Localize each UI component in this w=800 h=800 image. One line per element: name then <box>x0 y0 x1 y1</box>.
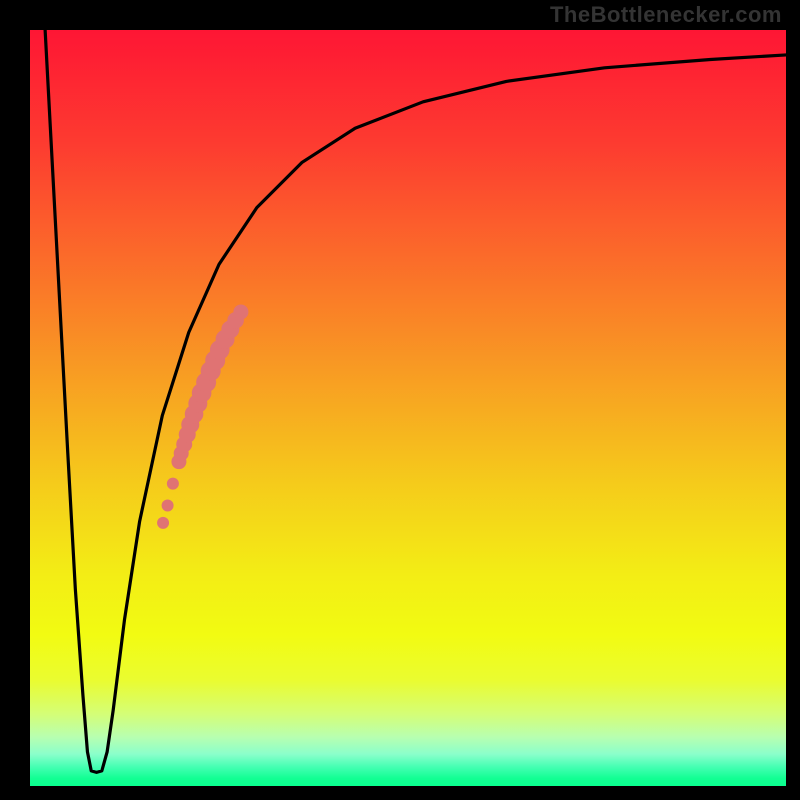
marker-dot <box>157 517 169 529</box>
gradient-background <box>30 30 786 786</box>
plot-area <box>30 30 786 786</box>
marker-dot <box>167 478 179 490</box>
plot-svg <box>30 30 786 786</box>
marker-dot <box>233 304 248 319</box>
marker-dot <box>162 500 174 512</box>
watermark-text: TheBottlenecker.com <box>550 0 800 28</box>
figure-root: TheBottlenecker.com <box>0 0 800 800</box>
